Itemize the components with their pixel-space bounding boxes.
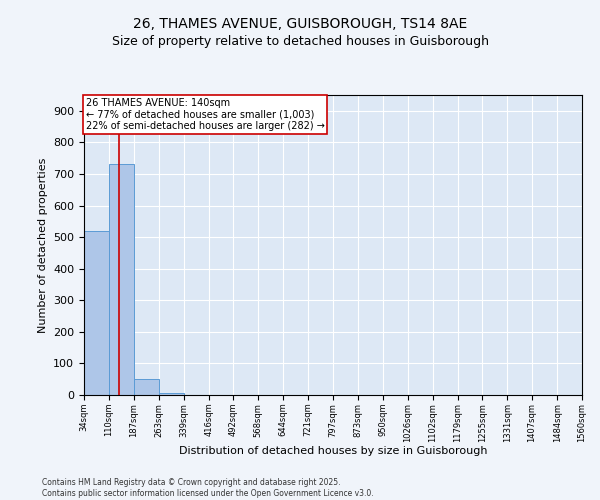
Bar	[159, 394, 184, 395]
Bar	[134, 379, 159, 395]
Text: 26 THAMES AVENUE: 140sqm
← 77% of detached houses are smaller (1,003)
22% of sem: 26 THAMES AVENUE: 140sqm ← 77% of detach…	[86, 98, 325, 132]
Text: Size of property relative to detached houses in Guisborough: Size of property relative to detached ho…	[112, 35, 488, 48]
Bar	[109, 164, 134, 395]
Text: 26, THAMES AVENUE, GUISBOROUGH, TS14 8AE: 26, THAMES AVENUE, GUISBOROUGH, TS14 8AE	[133, 18, 467, 32]
Y-axis label: Number of detached properties: Number of detached properties	[38, 158, 47, 332]
Bar	[84, 231, 109, 395]
X-axis label: Distribution of detached houses by size in Guisborough: Distribution of detached houses by size …	[179, 446, 487, 456]
Text: Contains HM Land Registry data © Crown copyright and database right 2025.
Contai: Contains HM Land Registry data © Crown c…	[42, 478, 374, 498]
